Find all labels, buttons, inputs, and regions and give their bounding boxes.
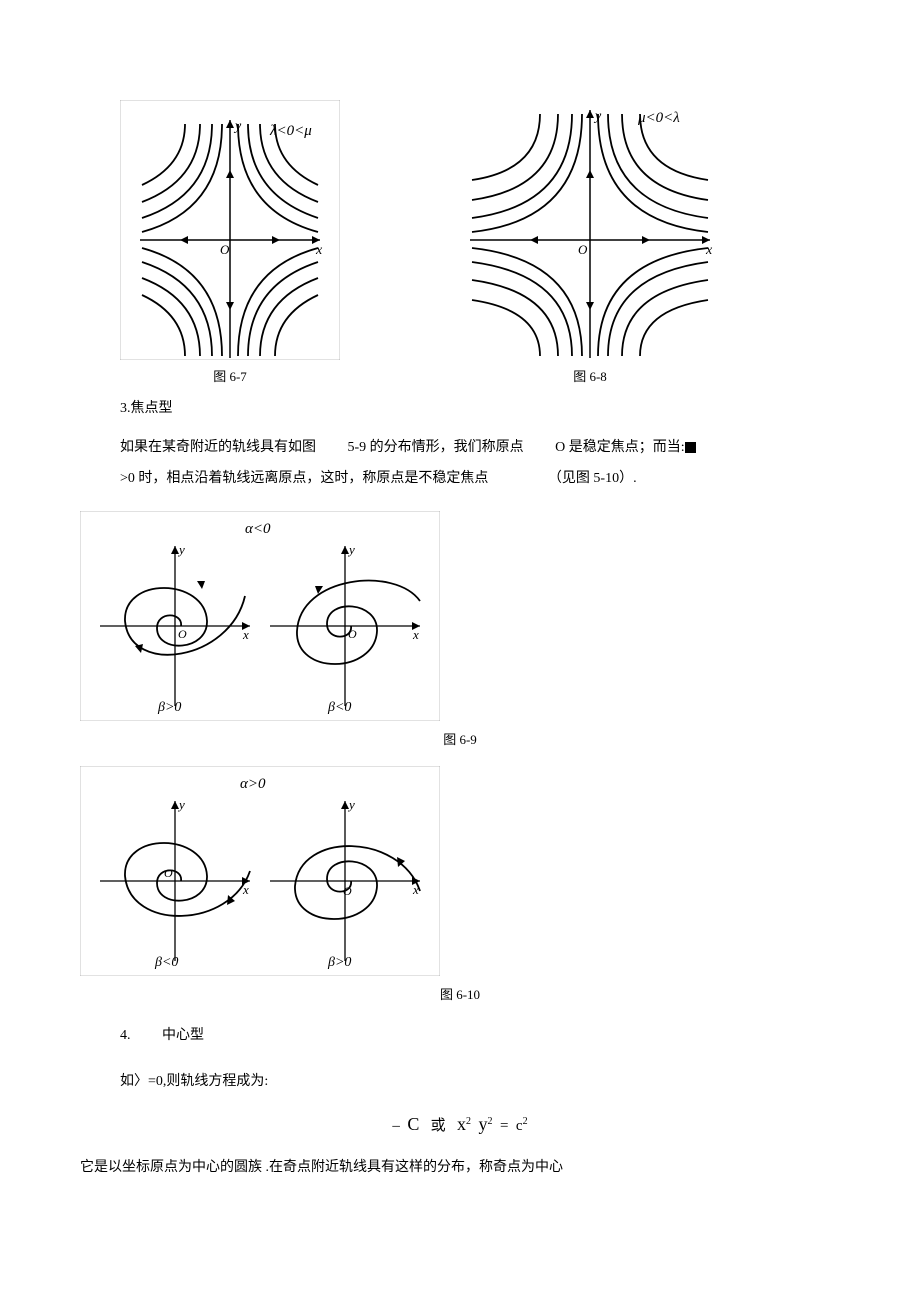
unstable-focus-pair: α>0 y x O β<0 y x O β>0 — [80, 766, 440, 976]
right-bottom-69: β<0 — [327, 700, 351, 715]
section4-title: 中心型 — [162, 1028, 204, 1043]
section-3-heading: 3.焦点型 — [120, 397, 840, 417]
caption-6-8: 图 6-8 — [460, 366, 720, 385]
left-bottom-69: β>0 — [157, 700, 181, 715]
para2-part-a: >0 时，相点沿着轨线远离原点，这时，称原点是不稳定焦点 — [120, 471, 488, 486]
svg-text:x: x — [705, 243, 713, 258]
formula-eq: = — [500, 1118, 508, 1134]
svg-text:O: O — [578, 242, 588, 257]
formula-dash: – — [392, 1118, 400, 1134]
condition-label-68: μ<0<λ — [637, 110, 680, 126]
figure-row-saddles: y x O λ<0<μ — [120, 100, 840, 385]
paragraph-center-desc: 它是以坐标原点为中心的圆族 .在奇点附近轨线具有这样的分布，称奇点为中心 — [80, 1153, 840, 1184]
svg-text:O: O — [164, 866, 173, 880]
origin-label: O — [220, 242, 230, 257]
condition-69: α<0 — [245, 521, 271, 537]
stable-focus-pair: α<0 y x O β>0 y x O β<0 — [80, 511, 440, 721]
left-bottom-610: β<0 — [154, 955, 178, 970]
svg-text:y: y — [177, 797, 185, 812]
svg-text:y: y — [177, 542, 185, 557]
condition-610: α>0 — [240, 776, 266, 792]
saddle-portrait-right: y x O μ<0<λ — [460, 100, 720, 360]
figure-6-7: y x O λ<0<μ — [120, 100, 340, 385]
caption-6-10: 图 6-10 — [80, 984, 840, 1003]
saddle-portrait-left: y x O λ<0<μ — [120, 100, 340, 360]
right-bottom-610: β>0 — [327, 955, 351, 970]
caption-6-9: 图 6-9 — [80, 729, 840, 748]
figure-6-8: y x O μ<0<λ 图 6-8 — [460, 100, 720, 385]
figure-6-9: α<0 y x O β>0 y x O β<0 — [80, 511, 840, 721]
section4-number: 4. — [120, 1028, 131, 1043]
para2-part-b: （见图 5-10）. — [548, 471, 637, 486]
formula-c: c — [516, 1118, 523, 1134]
formula-or: 或 — [431, 1118, 446, 1134]
center-formula: – C 或 x2 y2 = c2 — [80, 1114, 840, 1135]
svg-text:y: y — [347, 542, 355, 557]
svg-text:y: y — [347, 797, 355, 812]
para1-part-b: 5-9 的分布情形，我们称原点 — [348, 440, 524, 455]
figure-6-10: α>0 y x O β<0 y x O β>0 — [80, 766, 840, 976]
svg-text:x: x — [412, 627, 419, 642]
caption-6-7: 图 6-7 — [120, 366, 340, 385]
paragraph-focus-intro: 如果在某奇附近的轨线具有如图 5-9 的分布情形，我们称原点 O 是稳定焦点；而… — [120, 433, 840, 495]
svg-text:x: x — [242, 627, 249, 642]
para1-part-a: 如果在某奇附近的轨线具有如图 — [120, 440, 316, 455]
svg-text:O: O — [178, 627, 187, 641]
black-square-symbol — [685, 442, 696, 453]
x-axis-label: x — [315, 243, 323, 258]
formula-x: x — [457, 1114, 466, 1134]
section-4-heading: 4. 中心型 — [120, 1021, 840, 1052]
formula-C: C — [407, 1114, 419, 1134]
paragraph-center-eq: 如〉=0,则轨线方程成为: — [120, 1067, 840, 1098]
para1-part-c: O 是稳定焦点；而当: — [555, 440, 685, 455]
